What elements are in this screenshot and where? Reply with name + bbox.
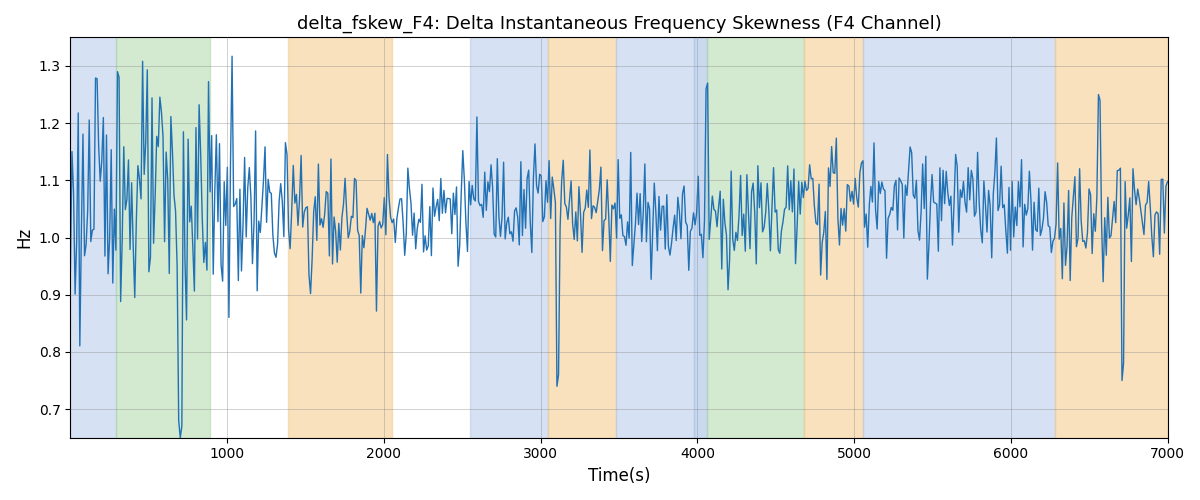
Bar (288, 38, 391, 438)
Bar (548, 38, 616, 438)
Bar (470, 38, 548, 438)
Bar (864, 38, 1055, 438)
Bar (116, 38, 210, 438)
Bar (804, 38, 864, 438)
Bar (616, 38, 694, 438)
Bar (71, 38, 116, 438)
Y-axis label: Hz: Hz (14, 227, 32, 248)
Bar (694, 38, 707, 438)
Bar (1055, 38, 1168, 438)
Bar (707, 38, 804, 438)
X-axis label: Time(s): Time(s) (588, 467, 650, 485)
Title: delta_fskew_F4: Delta Instantaneous Frequency Skewness (F4 Channel): delta_fskew_F4: Delta Instantaneous Freq… (296, 15, 941, 34)
